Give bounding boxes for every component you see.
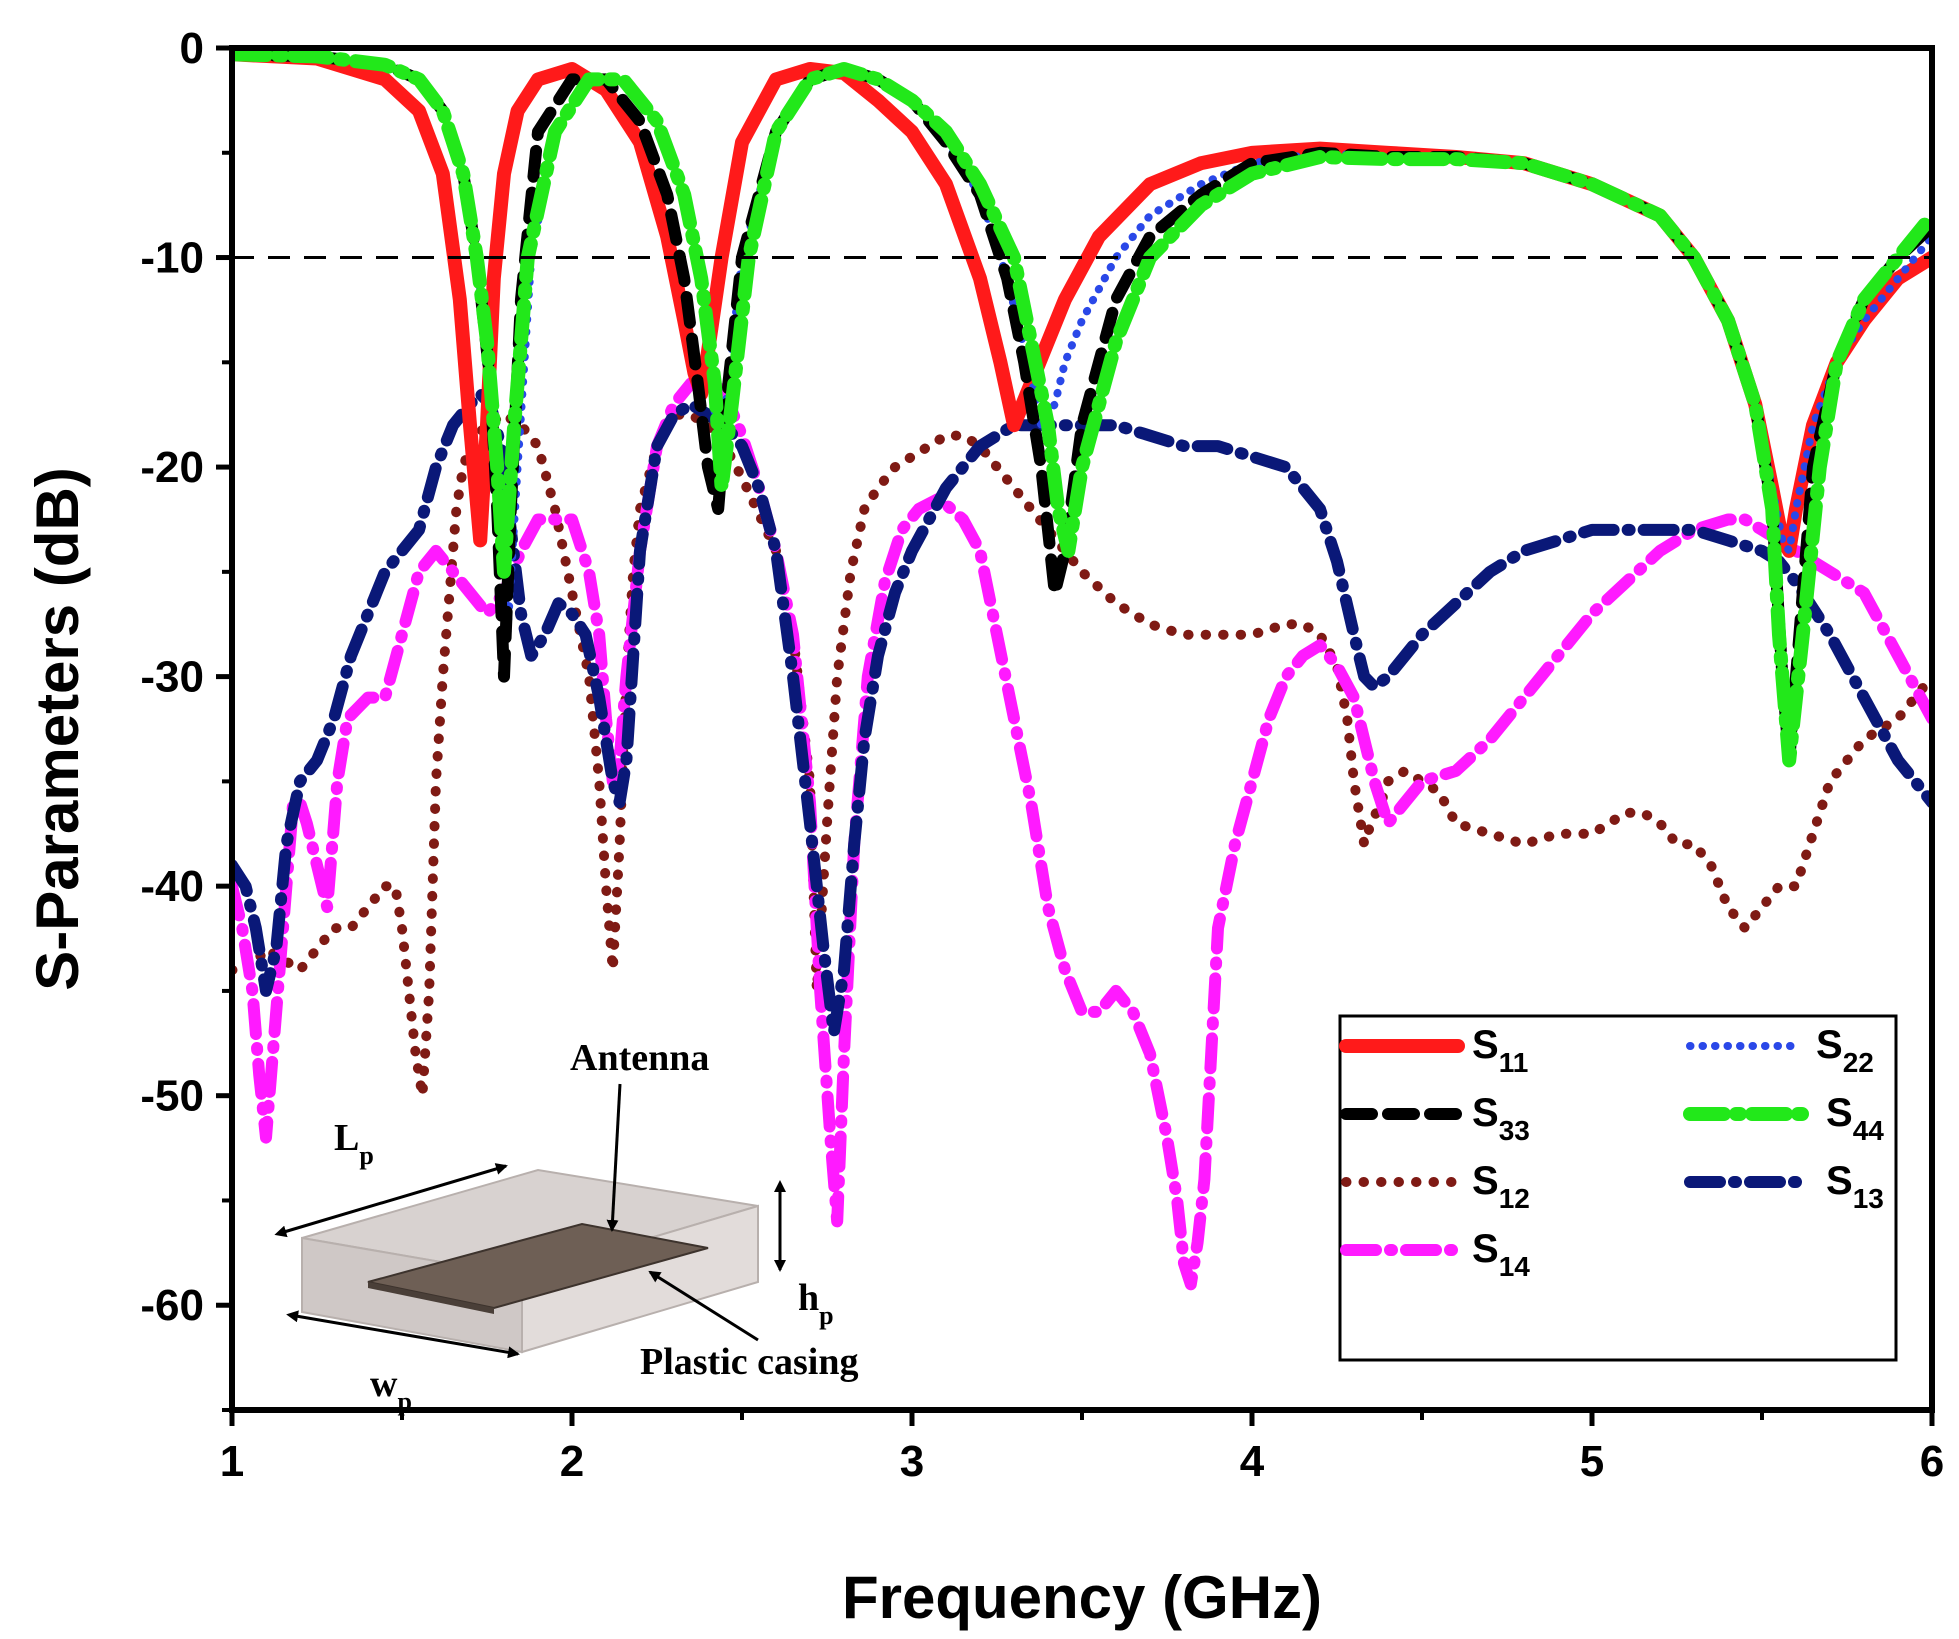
y-tick-label: -50 xyxy=(140,1072,204,1121)
legend-label-s44: S44 xyxy=(1826,1091,1884,1146)
x-tick-label: 2 xyxy=(560,1437,584,1486)
x-tick-label: 4 xyxy=(1240,1437,1265,1486)
series-line-s44 xyxy=(232,48,1932,768)
y-tick-label: -40 xyxy=(140,862,204,911)
legend-box xyxy=(1338,1014,1898,1362)
axis-group: 1 2 3 4 5 6 0 -10 -20 -30 -40 -50 -60 xyxy=(140,24,1944,1486)
x-axis-title: Frequency (GHz) xyxy=(842,1564,1322,1631)
legend: S11 S22 S33 S44 S12 S13 S14 xyxy=(1338,1014,1898,1362)
antenna-board-edge xyxy=(368,1282,494,1314)
series-line-s14 xyxy=(232,366,1932,1291)
label-lp: Lp xyxy=(334,1117,374,1170)
legend-label-s11: S11 xyxy=(1472,1023,1528,1078)
x-tick-label: 5 xyxy=(1580,1437,1604,1486)
x-tick-label: 3 xyxy=(900,1437,924,1486)
y-axis-title: S-Parameters (dB) xyxy=(24,467,91,991)
x-tick-label: 1 xyxy=(220,1437,244,1486)
dimension-arrow-w xyxy=(286,1310,520,1359)
y-tick-label: -10 xyxy=(140,234,204,283)
dimension-arrow-l xyxy=(274,1163,508,1238)
series-line-s12 xyxy=(232,409,1932,1101)
label-wp: wp xyxy=(370,1363,412,1416)
legend-label-s12: S12 xyxy=(1472,1159,1530,1214)
casing-right-face xyxy=(521,1204,759,1354)
series-line-s13 xyxy=(232,387,1932,1039)
legend-label-s14: S14 xyxy=(1472,1227,1530,1282)
series-group xyxy=(232,48,1932,1291)
legend-label-s33: S33 xyxy=(1472,1091,1530,1146)
legend-label-s22: S22 xyxy=(1816,1023,1874,1078)
label-hp: hp xyxy=(798,1277,834,1330)
y-tick-label: -20 xyxy=(140,443,204,492)
casing-pointer-arrow xyxy=(648,1270,759,1342)
label-antenna: Antenna xyxy=(570,1037,709,1079)
inset-illustration: Antenna Plastic casing Lp wp hp xyxy=(274,1037,858,1416)
x-tick-label: 6 xyxy=(1920,1437,1944,1486)
y-tick-label: -30 xyxy=(140,653,204,702)
antenna-pointer-arrow xyxy=(606,1083,622,1232)
legend-label-s13: S13 xyxy=(1826,1159,1884,1214)
label-plastic-casing: Plastic casing xyxy=(640,1341,858,1383)
y-tick-label: -60 xyxy=(140,1281,204,1330)
y-tick-label: 0 xyxy=(180,24,204,73)
